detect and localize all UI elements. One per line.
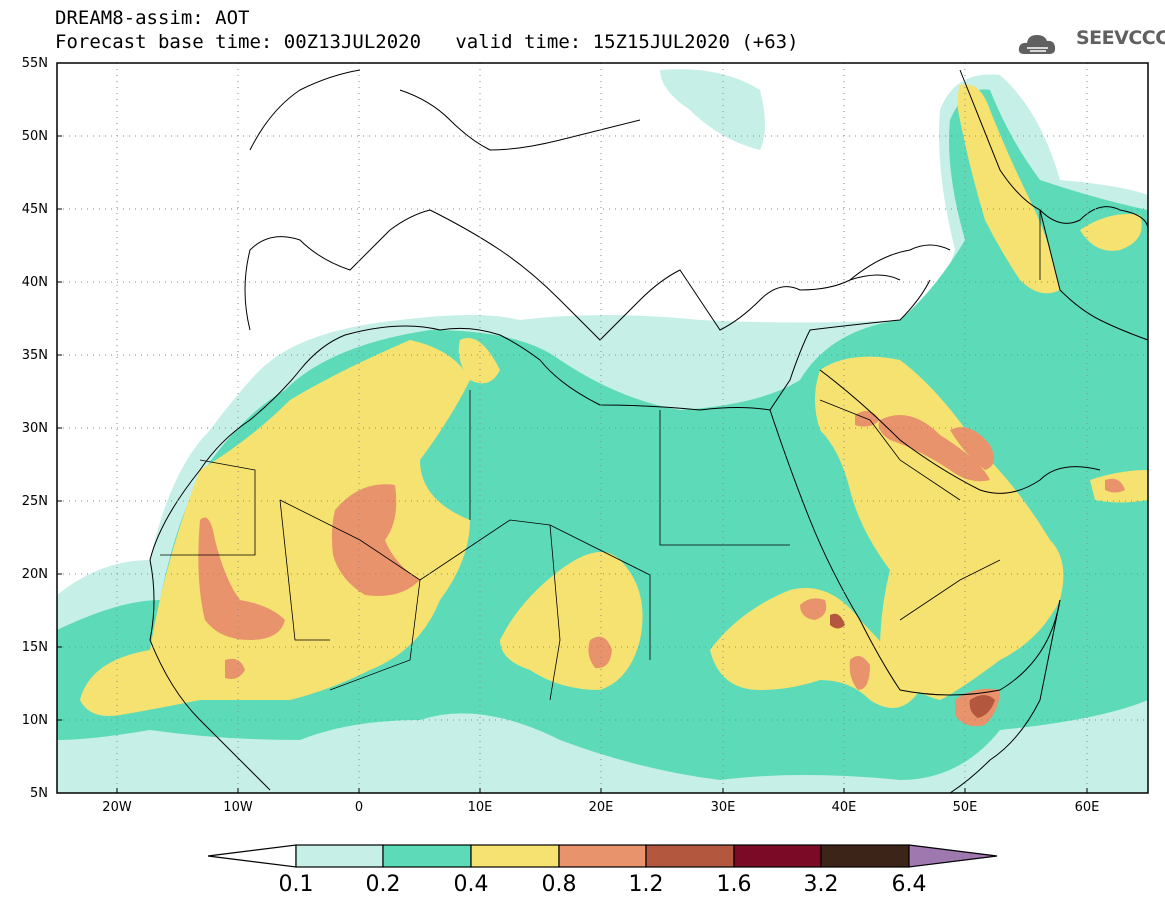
lat-label-20n: 20N [21,567,48,582]
lat-label-50n: 50N [21,129,48,144]
lat-label-25n: 25N [21,494,48,509]
lon-label-0: 0 [354,800,364,815]
lat-label-45n: 45N [21,202,48,217]
lat-label-55n: 55N [21,56,48,71]
lat-label-35n: 35N [21,348,48,363]
cloud-logo-icon [1018,35,1056,54]
lon-label-30e: 30E [710,800,736,815]
lon-label-40e: 40E [831,800,857,815]
lon-label-20w: 20W [102,800,132,815]
lat-label-10n: 10N [21,713,48,728]
legend-label-0-8: 0.8 [541,872,577,897]
lat-label-40n: 40N [21,275,48,290]
legend-label-1-6: 1.6 [716,872,752,897]
lon-label-50e: 50E [952,800,978,815]
legend-label-6-4: 6.4 [891,872,927,897]
lon-label-10w: 10W [223,800,253,815]
country-borders [160,210,1041,701]
coastlines [149,69,1148,793]
lon-label-10e: 10E [467,800,493,815]
map-title: DREAM8-assim: AOT [55,7,250,29]
logo-text: SEEVCCC [1076,27,1165,49]
lat-label-5n: 5N [30,786,48,801]
lat-label-15n: 15N [21,640,48,655]
legend-label-3-2: 3.2 [803,872,839,897]
lat-label-30n: 30N [21,421,48,436]
aot-level-4-area [198,411,1125,727]
map-frame [56,62,1149,794]
legend-label-0-4: 0.4 [453,872,489,897]
lon-label-20e: 20E [588,800,614,815]
legend-label-0-1: 0.1 [278,872,314,897]
legend-label-1-2: 1.2 [628,872,664,897]
legend-label-0-2: 0.2 [365,872,401,897]
lon-label-60e: 60E [1074,800,1100,815]
forecast-time-line: Forecast base time: 00Z13JUL2020 valid t… [55,31,799,53]
axis-ticks [57,135,1088,793]
aot-level-5-area [830,613,995,718]
